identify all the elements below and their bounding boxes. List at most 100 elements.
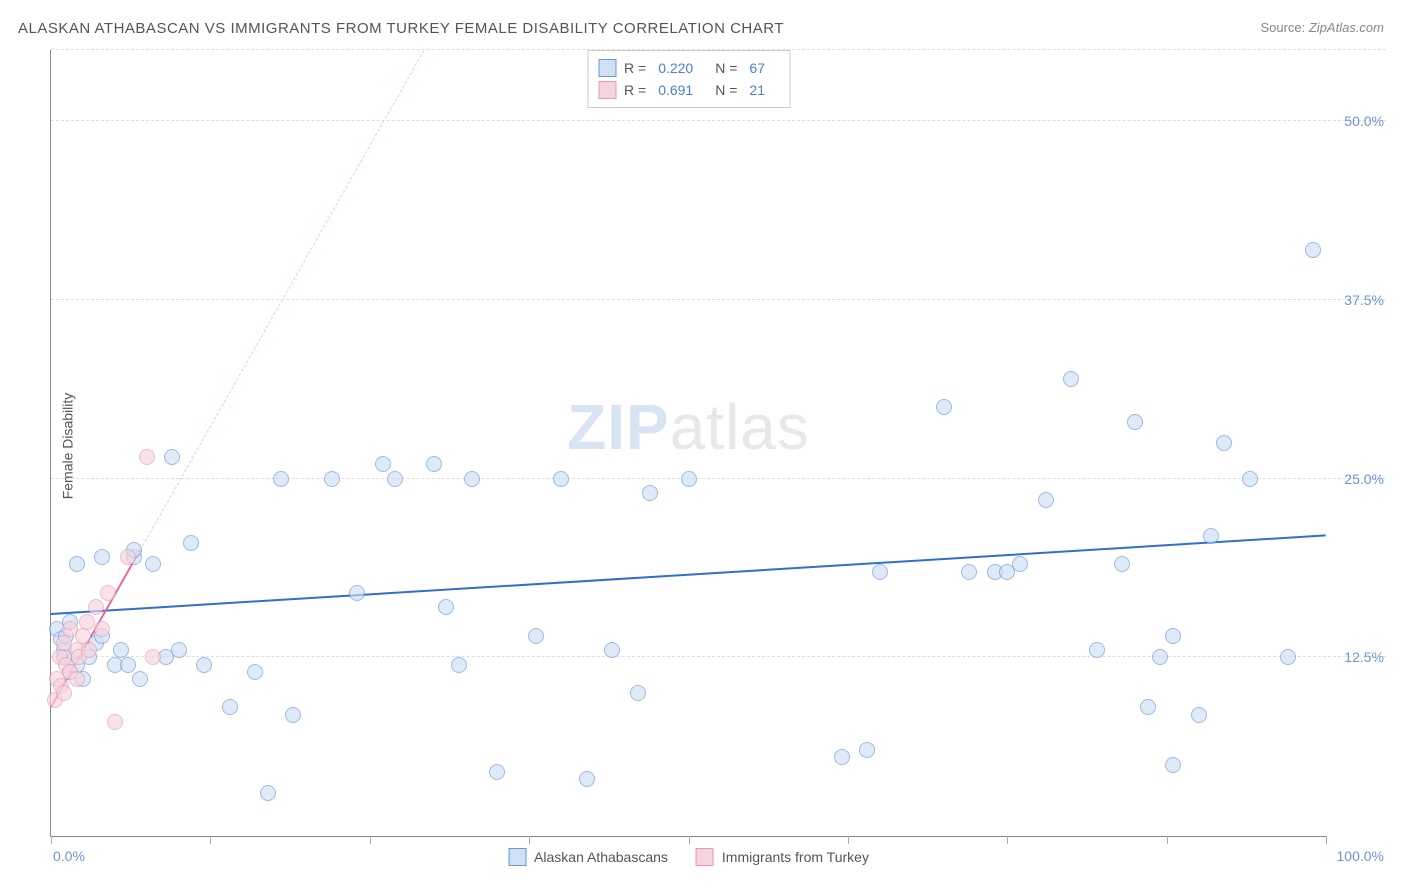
bottom-legend: Alaskan Athabascans Immigrants from Turk… [508,848,869,866]
data-point [139,449,155,465]
data-point [859,742,875,758]
plot-area: ZIPatlas R = 0.220 N = 67 R = 0.691 N = … [50,50,1326,837]
data-point [145,556,161,572]
x-tick [529,836,530,844]
r-value-series1: 0.220 [658,60,693,76]
data-point [324,471,340,487]
data-point [349,585,365,601]
n-value-series1: 67 [749,60,765,76]
watermark-zip: ZIP [567,391,670,463]
gridline [51,656,1386,657]
data-point [273,471,289,487]
data-point [120,657,136,673]
data-point [681,471,697,487]
x-axis-max-label: 100.0% [1337,848,1384,864]
y-tick-label: 50.0% [1344,113,1384,129]
stats-row-series2: R = 0.691 N = 21 [598,79,779,101]
data-point [247,664,263,680]
swatch-series2 [598,81,616,99]
data-point [604,642,620,658]
data-point [171,642,187,658]
data-point [260,785,276,801]
data-point [145,649,161,665]
legend-swatch-series1 [508,848,526,866]
data-point [642,485,658,501]
data-point [387,471,403,487]
data-point [1140,699,1156,715]
legend-swatch-series2 [696,848,714,866]
gridline [51,120,1386,121]
y-tick-label: 25.0% [1344,471,1384,487]
data-point [1191,707,1207,723]
x-tick [210,836,211,844]
n-label: N = [715,60,737,76]
legend-label-series2: Immigrants from Turkey [722,849,869,865]
r-label: R = [624,60,646,76]
x-tick [848,836,849,844]
data-point [1063,371,1079,387]
data-point [1127,414,1143,430]
x-tick [689,836,690,844]
gridline [51,478,1386,479]
data-point [961,564,977,580]
data-point [1038,492,1054,508]
x-tick [370,836,371,844]
data-point [100,585,116,601]
data-point [132,671,148,687]
legend-item-series1: Alaskan Athabascans [508,848,668,866]
legend-item-series2: Immigrants from Turkey [696,848,869,866]
r-value-series2: 0.691 [658,82,693,98]
data-point [1089,642,1105,658]
swatch-series1 [598,59,616,77]
n-label-2: N = [715,82,737,98]
data-point [438,599,454,615]
data-point [872,564,888,580]
data-point [1242,471,1258,487]
source-name: ZipAtlas.com [1309,20,1384,35]
data-point [489,764,505,780]
r-label-2: R = [624,82,646,98]
data-point [120,549,136,565]
data-point [1114,556,1130,572]
stats-legend: R = 0.220 N = 67 R = 0.691 N = 21 [587,50,790,108]
data-point [56,685,72,701]
legend-label-series1: Alaskan Athabascans [534,849,668,865]
data-point [375,456,391,472]
x-tick [1007,836,1008,844]
data-point [285,707,301,723]
y-tick-label: 12.5% [1344,649,1384,665]
data-point [553,471,569,487]
data-point [1012,556,1028,572]
x-tick [1167,836,1168,844]
data-point [1216,435,1232,451]
trend-line [51,535,1326,616]
stats-row-series1: R = 0.220 N = 67 [598,57,779,79]
data-point [426,456,442,472]
data-point [94,549,110,565]
data-point [107,714,123,730]
watermark-atlas: atlas [670,391,810,463]
data-point [464,471,480,487]
source-attribution: Source: ZipAtlas.com [1260,20,1384,35]
data-point [1305,242,1321,258]
gridline [51,49,1386,50]
n-value-series2: 21 [749,82,765,98]
data-point [1152,649,1168,665]
data-point [936,399,952,415]
data-point [1165,757,1181,773]
y-tick-label: 37.5% [1344,292,1384,308]
data-point [1280,649,1296,665]
data-point [834,749,850,765]
data-point [579,771,595,787]
data-point [183,535,199,551]
data-point [69,556,85,572]
data-point [528,628,544,644]
data-point [69,671,85,687]
x-tick [51,836,52,844]
chart-container: ALASKAN ATHABASCAN VS IMMIGRANTS FROM TU… [0,0,1406,892]
data-point [451,657,467,673]
x-tick [1326,836,1327,844]
watermark: ZIPatlas [567,390,810,464]
gridline [51,299,1386,300]
data-point [630,685,646,701]
